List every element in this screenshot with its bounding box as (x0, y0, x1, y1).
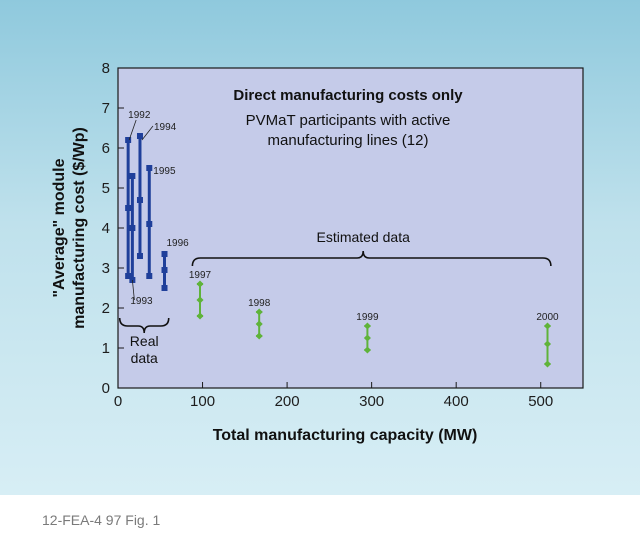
data-point (146, 221, 153, 227)
x-tick-label: 300 (359, 393, 384, 410)
y-title-line-1: "Average" module (51, 158, 68, 297)
data-point (136, 253, 143, 259)
year-label: 1992 (128, 110, 151, 121)
y-tick-label: 5 (102, 180, 110, 197)
leader-line (131, 279, 135, 301)
data-label: data (131, 350, 158, 366)
y-tick-label: 0 (102, 380, 110, 397)
data-point (129, 225, 136, 231)
year-label: 2000 (536, 312, 559, 323)
estimated-data-brace (191, 250, 552, 267)
x-tick-label: 0 (114, 393, 122, 410)
subtitle-line-1: PVMaT participants with active (246, 112, 451, 129)
y-axis-ticks: 0 1 2 3 4 5 6 7 8 (102, 60, 124, 397)
y-title-line-2: manufacturing cost ($/Wp) (71, 127, 88, 329)
real-data-brace (118, 317, 170, 334)
brace-path (118, 317, 170, 334)
y-tick-label: 6 (102, 140, 110, 157)
year-label: 1995 (153, 166, 176, 177)
figure-caption: 12-FEA-4 97 Fig. 1 (42, 512, 161, 528)
data-point (161, 251, 168, 257)
year-label: 1997 (189, 270, 212, 281)
y-axis-title: "Average" module manufacturing cost ($/Wp… (51, 127, 88, 329)
y-tick-label: 1 (102, 340, 110, 357)
data-point (363, 334, 371, 342)
data-point (136, 133, 143, 139)
leader-line (128, 119, 137, 141)
y-tick-label: 2 (102, 300, 110, 317)
year-label: 1999 (356, 312, 379, 323)
year-label: 1996 (167, 238, 190, 249)
data-point (125, 205, 132, 211)
data-point (125, 273, 132, 279)
chart-subtitle: PVMaT participants with active manufactur… (246, 112, 451, 149)
data-point (255, 320, 263, 328)
data-point (161, 285, 168, 291)
chart-svg: 0 1 2 3 4 5 6 7 8 0 100 200 300 400 500 Direct manufa… (51, 60, 584, 444)
data-point (146, 273, 153, 279)
x-axis-title: Total manufacturing capacity (MW) (213, 427, 478, 444)
estimated-data-label: Estimated data (316, 229, 410, 245)
x-tick-label: 400 (444, 393, 469, 410)
x-axis-ticks: 0 100 200 300 400 500 (114, 382, 553, 410)
data-point (196, 296, 204, 304)
figure-panel: 0 1 2 3 4 5 6 7 8 0 100 200 300 400 500 Direct manufa… (0, 0, 640, 495)
data-point (146, 165, 153, 171)
real-label: Real (130, 333, 159, 349)
data-point (129, 173, 136, 179)
y-tick-label: 4 (102, 220, 110, 237)
x-tick-label: 100 (190, 393, 215, 410)
data-point (136, 197, 143, 203)
subtitle-line-2: manufacturing lines (12) (268, 132, 429, 149)
year-label: 1998 (248, 298, 271, 309)
data-point (125, 137, 132, 143)
y-tick-label: 7 (102, 100, 110, 117)
year-label: 1994 (154, 122, 177, 133)
data-point (161, 267, 168, 273)
leader-line (141, 125, 154, 141)
y-tick-label: 8 (102, 60, 110, 77)
data-marks: 1992 1993 1994 1995 1996 1997 1998 1999 2000 (125, 110, 559, 368)
x-tick-label: 200 (275, 393, 300, 410)
data-point (543, 340, 552, 348)
y-tick-label: 3 (102, 260, 110, 277)
year-label: 1993 (130, 296, 153, 307)
brace-path (191, 250, 552, 267)
chart-title: Direct manufacturing costs only (233, 87, 463, 104)
plot-area (117, 67, 584, 389)
x-tick-label: 500 (528, 393, 553, 410)
